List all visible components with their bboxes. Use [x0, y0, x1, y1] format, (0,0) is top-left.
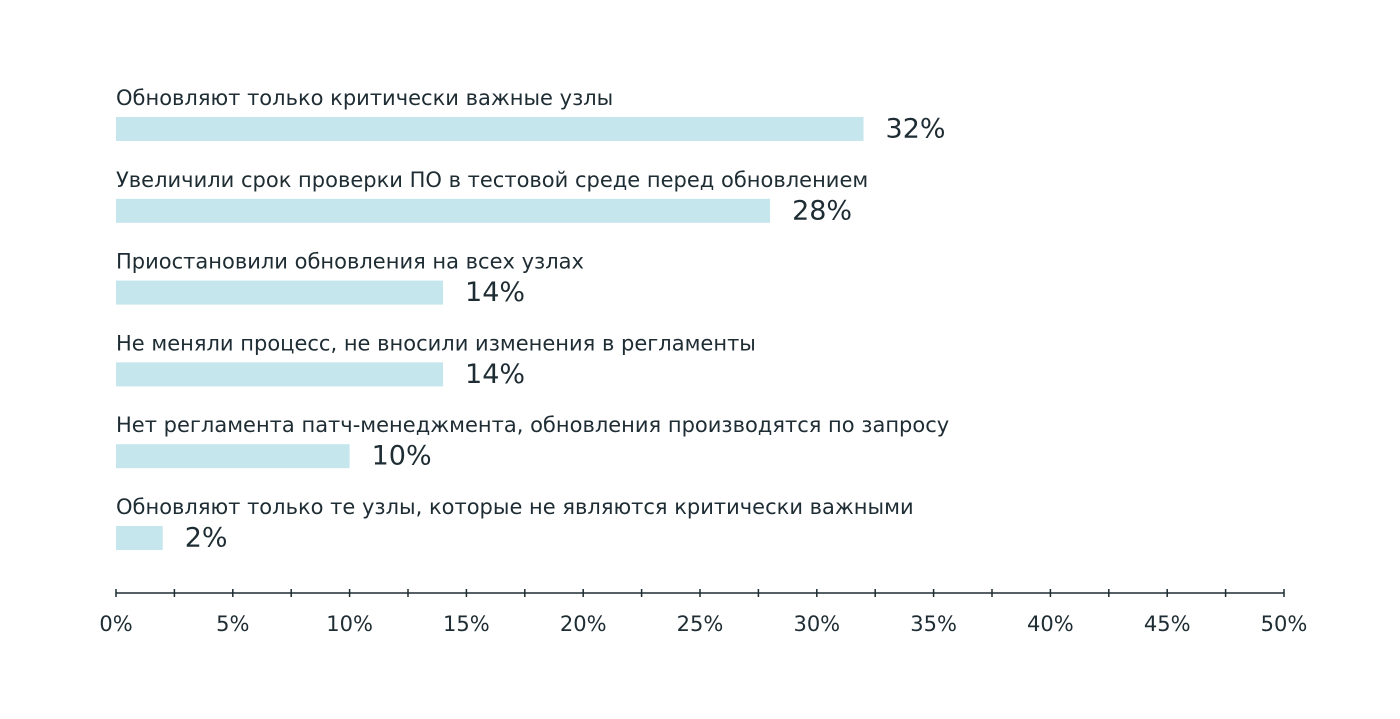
bar [116, 526, 163, 550]
category-label: Обновляют только те узлы, которые не явл… [116, 495, 914, 519]
value-label: 28% [792, 195, 852, 226]
x-tick-label: 35% [910, 612, 957, 636]
x-tick-label: 30% [793, 612, 840, 636]
category-label: Не меняли процесс, не вносили изменения … [116, 331, 756, 355]
x-tick-label: 25% [677, 612, 724, 636]
value-label: 32% [886, 114, 946, 145]
x-tick-label: 50% [1261, 612, 1308, 636]
category-label: Увеличили срок проверки ПО в тестовой ср… [116, 168, 868, 192]
x-axis: 0% 5% 10% 15% 20% 25% 30% 35% 40% 45% 50% [99, 589, 1307, 636]
x-tick-label: 10% [326, 612, 373, 636]
x-tick-label: 0% [99, 612, 132, 636]
bars-layer: Обновляют только критически важные узлы 3… [116, 86, 949, 554]
bar [116, 280, 444, 305]
bar [116, 362, 444, 387]
value-label: 10% [372, 441, 432, 472]
category-label: Нет регламента патч-менеджмента, обновле… [116, 413, 949, 437]
x-tick-label: 15% [443, 612, 490, 636]
value-label: 14% [465, 359, 525, 390]
value-label: 14% [465, 277, 525, 308]
x-tick-label: 5% [216, 612, 249, 636]
bar [116, 117, 864, 141]
x-tick-label: 20% [560, 612, 607, 636]
bar [116, 444, 350, 469]
bar [116, 198, 771, 223]
value-label: 2% [185, 523, 228, 554]
category-label: Приостановили обновления на всех узлах [116, 250, 584, 274]
x-tick-label: 40% [1027, 612, 1074, 636]
x-tick-label: 45% [1144, 612, 1191, 636]
category-label: Обновляют только критически важные узлы [116, 86, 613, 110]
